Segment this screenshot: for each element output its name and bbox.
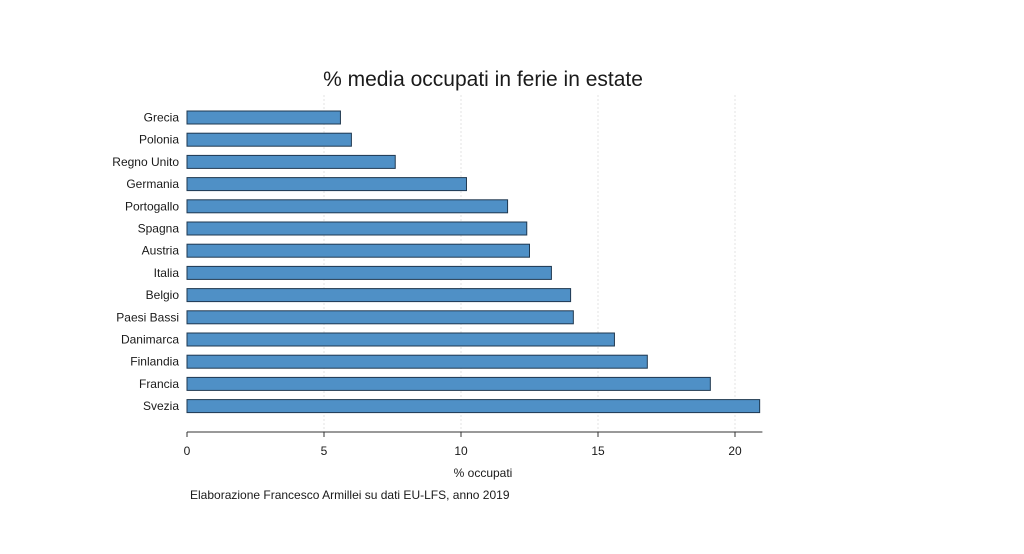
category-label: Spagna xyxy=(138,222,180,236)
x-axis: 0 5 10 15 20 xyxy=(184,431,763,458)
x-tick-label: 5 xyxy=(321,444,328,458)
x-tick-label: 15 xyxy=(591,444,605,458)
bar-polonia xyxy=(186,132,352,147)
x-axis-label: % occupati xyxy=(454,466,513,480)
chart-title: % media occupati in ferie in estate xyxy=(323,68,643,91)
bar-finlandia xyxy=(186,354,648,369)
bar-germania xyxy=(186,177,467,192)
bar-regno-unito xyxy=(186,154,396,169)
bar-paesi-bassi xyxy=(186,310,574,325)
bar-italia xyxy=(186,265,552,280)
bar-grecia xyxy=(186,110,341,125)
bar-austria xyxy=(186,243,530,258)
gridlines xyxy=(323,95,736,432)
category-label: Italia xyxy=(154,266,180,280)
category-label: Germania xyxy=(126,177,179,191)
bar-belgio xyxy=(186,288,572,303)
category-label: Austria xyxy=(142,244,180,258)
category-label: Regno Unito xyxy=(112,155,179,169)
x-tick-label: 10 xyxy=(454,444,468,458)
category-label: Danimarca xyxy=(121,333,179,347)
category-label: Grecia xyxy=(144,111,180,125)
category-label: Belgio xyxy=(146,288,180,302)
bar-svezia xyxy=(186,399,761,414)
category-label: Polonia xyxy=(139,133,179,147)
bar-spagna xyxy=(186,221,528,236)
category-labels: Grecia Polonia Regno Unito Germania Portogal… xyxy=(112,111,179,414)
bar-francia xyxy=(186,376,711,391)
bar-danimarca xyxy=(186,332,615,347)
category-label: Svezia xyxy=(143,399,179,413)
category-label: Francia xyxy=(139,377,179,391)
category-label: Paesi Bassi xyxy=(116,310,179,324)
bar-portogallo xyxy=(186,199,509,214)
x-tick-label: 20 xyxy=(728,444,742,458)
x-tick-label: 0 xyxy=(184,444,191,458)
category-label: Finlandia xyxy=(130,355,179,369)
category-label: Portogallo xyxy=(125,199,179,213)
bars xyxy=(186,110,761,414)
source-note: Elaborazione Francesco Armillei su dati … xyxy=(190,488,510,502)
